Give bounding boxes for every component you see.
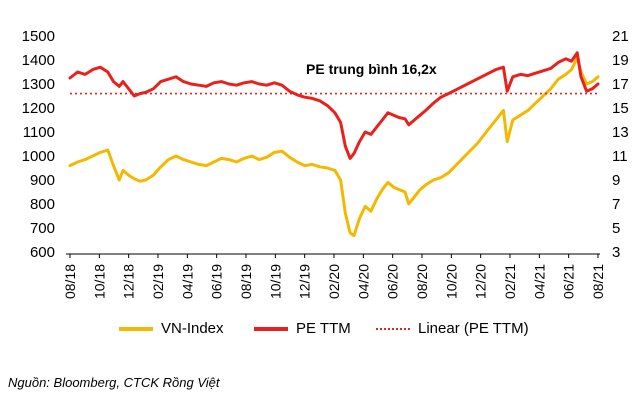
pe-average-annotation: PE trung bình 16,2x bbox=[306, 61, 437, 77]
left-tick-label: 1400 bbox=[22, 52, 55, 69]
left-tick-label: 800 bbox=[30, 196, 55, 213]
x-tick-label: 12/19 bbox=[297, 264, 313, 299]
x-tick-label: 06/21 bbox=[561, 264, 577, 299]
right-tick-label: 3 bbox=[612, 244, 620, 261]
series-layer bbox=[68, 51, 600, 238]
legend-swatch-vnindex bbox=[119, 326, 153, 331]
right-tick-label: 19 bbox=[612, 52, 629, 69]
x-tick-label: 06/20 bbox=[385, 264, 401, 299]
x-tick-label: 12/18 bbox=[121, 264, 137, 299]
x-tick-label: 10/19 bbox=[267, 264, 283, 299]
right-tick-label: 9 bbox=[612, 172, 620, 189]
right-tick-label: 13 bbox=[612, 124, 629, 141]
x-tick-label: 12/20 bbox=[473, 264, 489, 299]
x-tick-label: 08/18 bbox=[62, 264, 78, 299]
legend: VN-Index PE TTM Linear (PE TTM) bbox=[0, 320, 639, 346]
right-tick-label: 17 bbox=[612, 76, 629, 93]
legend-label-vnindex: VN-Index bbox=[161, 320, 224, 337]
source-note: Nguồn: Bloomberg, CTCK Rồng Việt bbox=[8, 375, 220, 390]
x-tick-label: 06/19 bbox=[209, 264, 225, 299]
series-line-pe-ttm bbox=[68, 51, 600, 160]
legend-swatch-linear bbox=[376, 327, 410, 330]
x-tick-label: 10/20 bbox=[443, 264, 459, 299]
series-line-vnindex bbox=[68, 56, 600, 238]
x-tick-label: 08/19 bbox=[238, 264, 254, 299]
x-tick-label: 04/19 bbox=[179, 264, 195, 299]
legend-swatch-pe bbox=[254, 326, 288, 331]
x-tick-label: 08/21 bbox=[590, 264, 606, 299]
left-tick-label: 900 bbox=[30, 172, 55, 189]
right-tick-label: 11 bbox=[612, 148, 628, 165]
right-tick-label: 5 bbox=[612, 220, 620, 237]
x-tick-label: 04/20 bbox=[355, 264, 371, 299]
right-tick-label: 15 bbox=[612, 100, 629, 117]
legend-label-pe: PE TTM bbox=[296, 320, 351, 337]
chart-canvas: 600 700 800 900 1000 1100 1200 1300 1400 1500 3 5 7… bbox=[22, 28, 629, 299]
legend-item-pe: PE TTM bbox=[254, 320, 351, 337]
x-tick-label: 10/18 bbox=[91, 264, 107, 299]
left-tick-label: 1100 bbox=[23, 124, 55, 141]
left-tick-label: 700 bbox=[30, 220, 55, 237]
left-tick-label: 1200 bbox=[22, 100, 55, 117]
right-axis: 3 5 7 9 11 13 15 17 19 21 bbox=[612, 28, 629, 261]
x-tick-label: 04/21 bbox=[531, 264, 547, 299]
legend-label-linear: Linear (PE TTM) bbox=[418, 320, 529, 337]
left-axis: 600 700 800 900 1000 1100 1200 1300 1400 1500 bbox=[22, 28, 55, 261]
right-tick-label: 7 bbox=[612, 196, 620, 213]
left-tick-label: 600 bbox=[30, 244, 55, 261]
x-axis: 08/18 10/18 12/18 02/19 04/19 06/19 08/19 10/19… bbox=[62, 254, 606, 299]
right-tick-label: 21 bbox=[612, 28, 629, 45]
legend-item-linear: Linear (PE TTM) bbox=[376, 320, 529, 337]
left-tick-label: 1300 bbox=[22, 76, 55, 93]
left-tick-label: 1500 bbox=[22, 28, 55, 45]
x-tick-label: 02/19 bbox=[150, 264, 166, 299]
x-tick-label: 02/21 bbox=[502, 264, 518, 299]
legend-item-vnindex: VN-Index bbox=[119, 320, 224, 337]
left-tick-label: 1000 bbox=[22, 148, 55, 165]
x-tick-label: 02/20 bbox=[326, 264, 342, 299]
x-tick-label: 08/20 bbox=[414, 264, 430, 299]
